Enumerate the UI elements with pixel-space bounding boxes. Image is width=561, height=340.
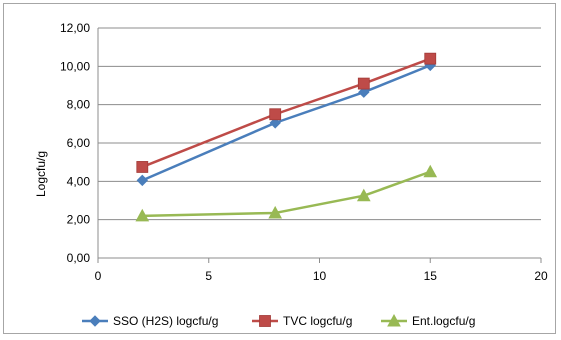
legend-swatch-marker (259, 315, 271, 327)
x-tick-label: 10 (313, 269, 327, 283)
data-point (357, 77, 370, 90)
y-tick-label: 0,00 (67, 251, 91, 265)
series-line (142, 170, 431, 218)
legend-label: TVC logcfu/g (283, 314, 352, 328)
y-tick-labels: 0,00 2,00 4,00 6,00 8,00 10,00 12,00 (60, 21, 90, 265)
legend-item: SSO (H2S) logcfu/g (82, 314, 218, 328)
legend-swatch-marker (387, 313, 401, 327)
legend-item: Ent.logcfu/g (381, 313, 475, 328)
data-point (136, 161, 149, 173)
series (135, 52, 438, 222)
x-tick-labels: 0 5 10 15 20 (95, 269, 548, 283)
legend-label: SSO (H2S) logcfu/g (113, 314, 218, 328)
series-line (141, 57, 431, 169)
data-point (268, 205, 283, 219)
legend-item: TVC logcfu/g (252, 314, 352, 328)
data-point (423, 164, 438, 178)
data-point (135, 208, 150, 222)
x-tick-label: 0 (95, 269, 102, 283)
chart-frame (3, 3, 556, 334)
series-2 (136, 52, 437, 173)
y-axis-title: Logcfu/g (34, 151, 48, 197)
y-tick-label: 10,00 (60, 59, 90, 73)
y-tick-label: 12,00 (60, 21, 90, 35)
y-tick-label: 2,00 (67, 213, 91, 227)
y-tick-label: 6,00 (67, 136, 91, 150)
series-3 (135, 164, 438, 222)
data-point (136, 174, 149, 187)
legend-swatch-marker (89, 315, 101, 327)
legend: SSO (H2S) logcfu/g TVC logcfu/g Ent.logcfu… (82, 313, 475, 328)
series-1 (136, 59, 436, 187)
data-point (269, 108, 282, 121)
legend-label: Ent.logcfu/g (412, 314, 475, 328)
x-tick-label: 20 (534, 269, 548, 283)
series-line (141, 64, 431, 182)
data-point (356, 188, 371, 202)
data-point (424, 52, 437, 65)
x-tick-label: 5 (205, 269, 212, 283)
gridlines (98, 27, 541, 221)
y-tick-label: 4,00 (67, 174, 91, 188)
axes (97, 28, 542, 263)
data-point (358, 86, 370, 98)
data-point (269, 117, 281, 129)
y-tick-label: 8,00 (67, 98, 91, 112)
x-tick-label: 15 (424, 269, 438, 283)
